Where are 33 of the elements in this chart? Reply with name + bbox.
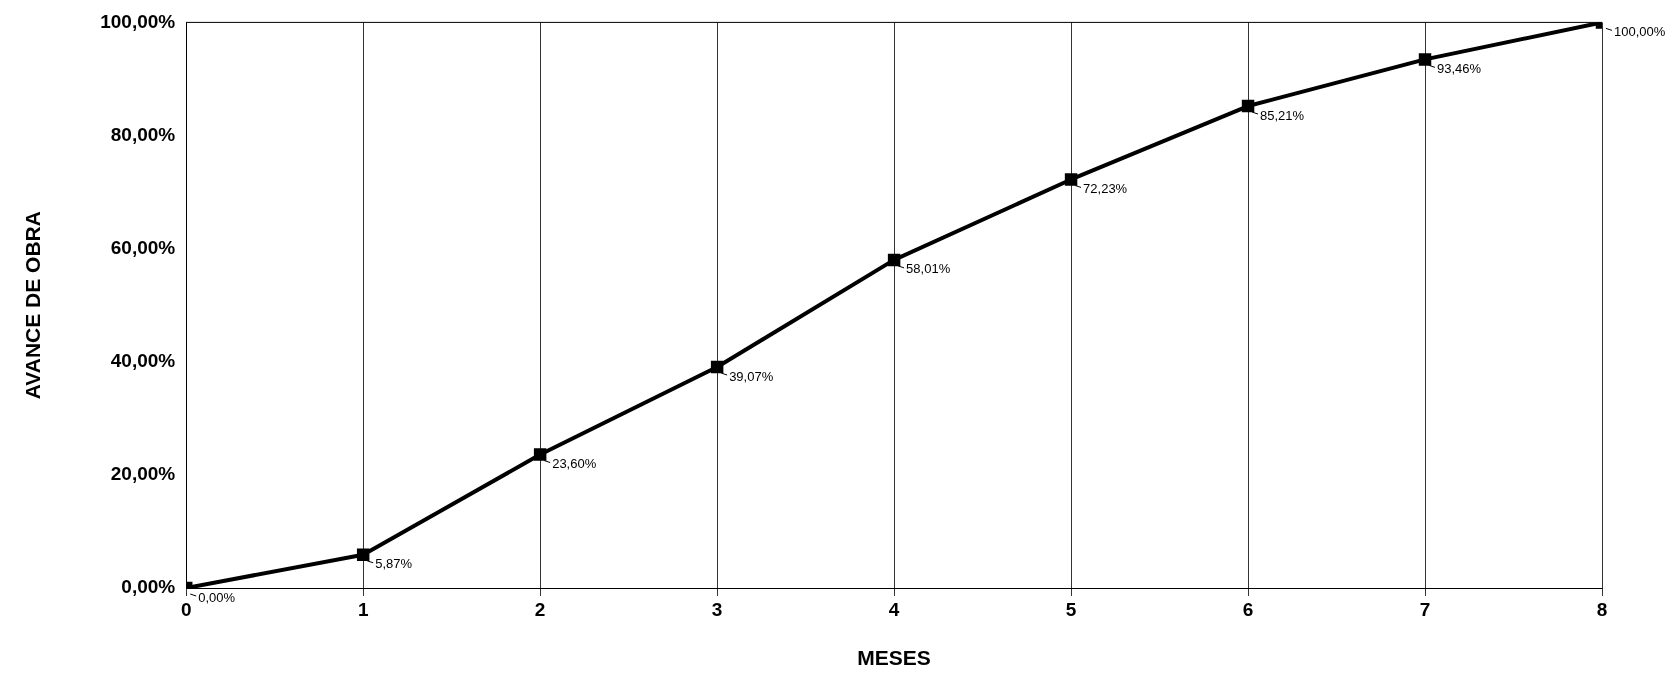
point [710,360,724,374]
data-label: 39,07% [729,368,774,384]
x-axis-title: MESES [857,646,931,670]
y-tick-label: 40,00% [110,349,176,371]
y-tick-label: 0,00% [121,576,176,598]
data-label: 85,21% [1260,107,1305,123]
y-tick-label: 80,00% [110,123,176,145]
x-tick-label: 8 [1596,598,1608,620]
x-tick-label: 3 [711,598,723,620]
point [1064,173,1078,186]
data-label: 5,87% [375,556,413,572]
x-tick-label: 4 [888,598,900,620]
data-label: 0,00% [198,589,236,605]
data-label: 23,60% [552,456,597,472]
x-tick-label: 6 [1242,598,1254,620]
x-tick-label: 1 [357,598,369,620]
x-tick-label: 2 [534,598,546,620]
point [356,548,370,562]
x-tick-label: 7 [1419,598,1431,620]
point [1418,53,1432,66]
x-tick-label: 0 [180,598,192,620]
x-tick-label: 5 [1065,598,1077,620]
data-label: 100,00% [1614,23,1666,39]
data-label: 72,23% [1083,181,1128,197]
y-tick-label: 20,00% [110,463,176,485]
data-label: 58,01% [906,261,951,277]
data-label: 93,46% [1437,60,1482,76]
y-axis-title: AVANCE DE OBRA [21,211,45,400]
point [887,253,901,267]
point [1241,99,1255,113]
point [533,448,547,461]
y-tick-label: 60,00% [110,236,176,258]
y-tick-label: 100,00% [100,10,176,32]
